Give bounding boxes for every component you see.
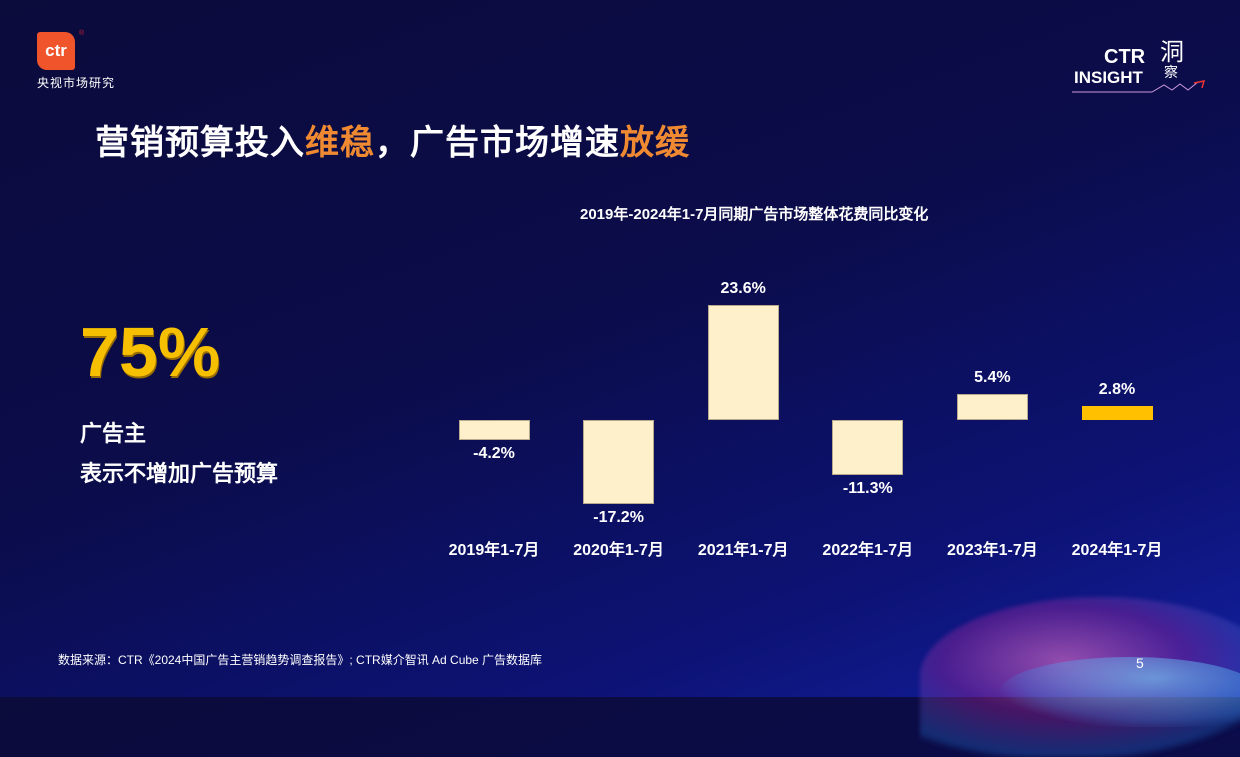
logo-mark: ctr xyxy=(37,32,75,70)
data-source: 数据来源：CTR《2024中国广告主营销趋势调查报告》; CTR媒介智讯 Ad … xyxy=(58,653,543,667)
bar-value-label: 5.4% xyxy=(974,368,1011,386)
big-stat-value: 75% xyxy=(80,313,221,391)
bar xyxy=(583,420,655,504)
page-title: 营销预算投入维稳，广告市场增速放缓 xyxy=(95,115,690,164)
x-axis-label: 2019年1-7月 xyxy=(448,542,540,559)
bar-chart: -4.2% 2019年1-7月 -17.2% 2020年1-7月 23.6% 2021年1… xyxy=(430,250,1210,570)
bar xyxy=(707,305,779,420)
title-text-2: ，广告市场增速 xyxy=(375,124,620,162)
registered-mark: ® xyxy=(79,30,85,37)
x-axis-label: 2024年1-7月 xyxy=(1071,542,1163,559)
logo-subtitle: 央视市场研究 xyxy=(37,76,116,90)
insight-ctr: CTR xyxy=(1104,46,1146,68)
title-highlight-1: 维稳 xyxy=(305,124,375,162)
bar xyxy=(1081,406,1153,420)
insight-cn-top: 洞 xyxy=(1160,38,1184,66)
bar xyxy=(956,393,1028,420)
ctr-insight-logo: CTR INSIGHT 洞 察 xyxy=(1072,32,1212,93)
bar xyxy=(832,420,904,476)
x-axis-label: 2020年1-7月 xyxy=(573,542,664,559)
decorative-wave-light xyxy=(1000,657,1240,727)
bar-value-label: -17.2% xyxy=(593,508,644,526)
ctr-logo: ctr ® 央视市场研究 xyxy=(37,30,114,90)
bar-value-label: 2.8% xyxy=(1098,381,1136,399)
bar-value-label: -4.2% xyxy=(473,445,515,463)
big-stat-label-1: 广告主 xyxy=(80,421,147,446)
chart-title: 2019年-2024年1-7月同期广告市场整体花费同比变化 xyxy=(580,206,929,223)
insight-cn-bottom: 察 xyxy=(1164,65,1178,81)
bar xyxy=(458,420,530,441)
bar-value-label: -11.3% xyxy=(842,480,893,498)
x-axis-label: 2021年1-7月 xyxy=(697,542,789,559)
trend-arrow-icon xyxy=(1072,80,1206,93)
insight-word: INSIGHT xyxy=(1074,68,1143,87)
title-text-1: 营销预算投入 xyxy=(95,124,305,162)
x-axis-label: 2023年1-7月 xyxy=(947,542,1038,559)
bar-value-label: 23.6% xyxy=(720,280,766,298)
x-axis-label: 2022年1-7月 xyxy=(822,542,914,559)
big-stat-label-2: 表示不增加广告预算 xyxy=(80,461,279,486)
page-number: 5 xyxy=(1136,655,1144,671)
title-highlight-2: 放缓 xyxy=(620,124,690,162)
